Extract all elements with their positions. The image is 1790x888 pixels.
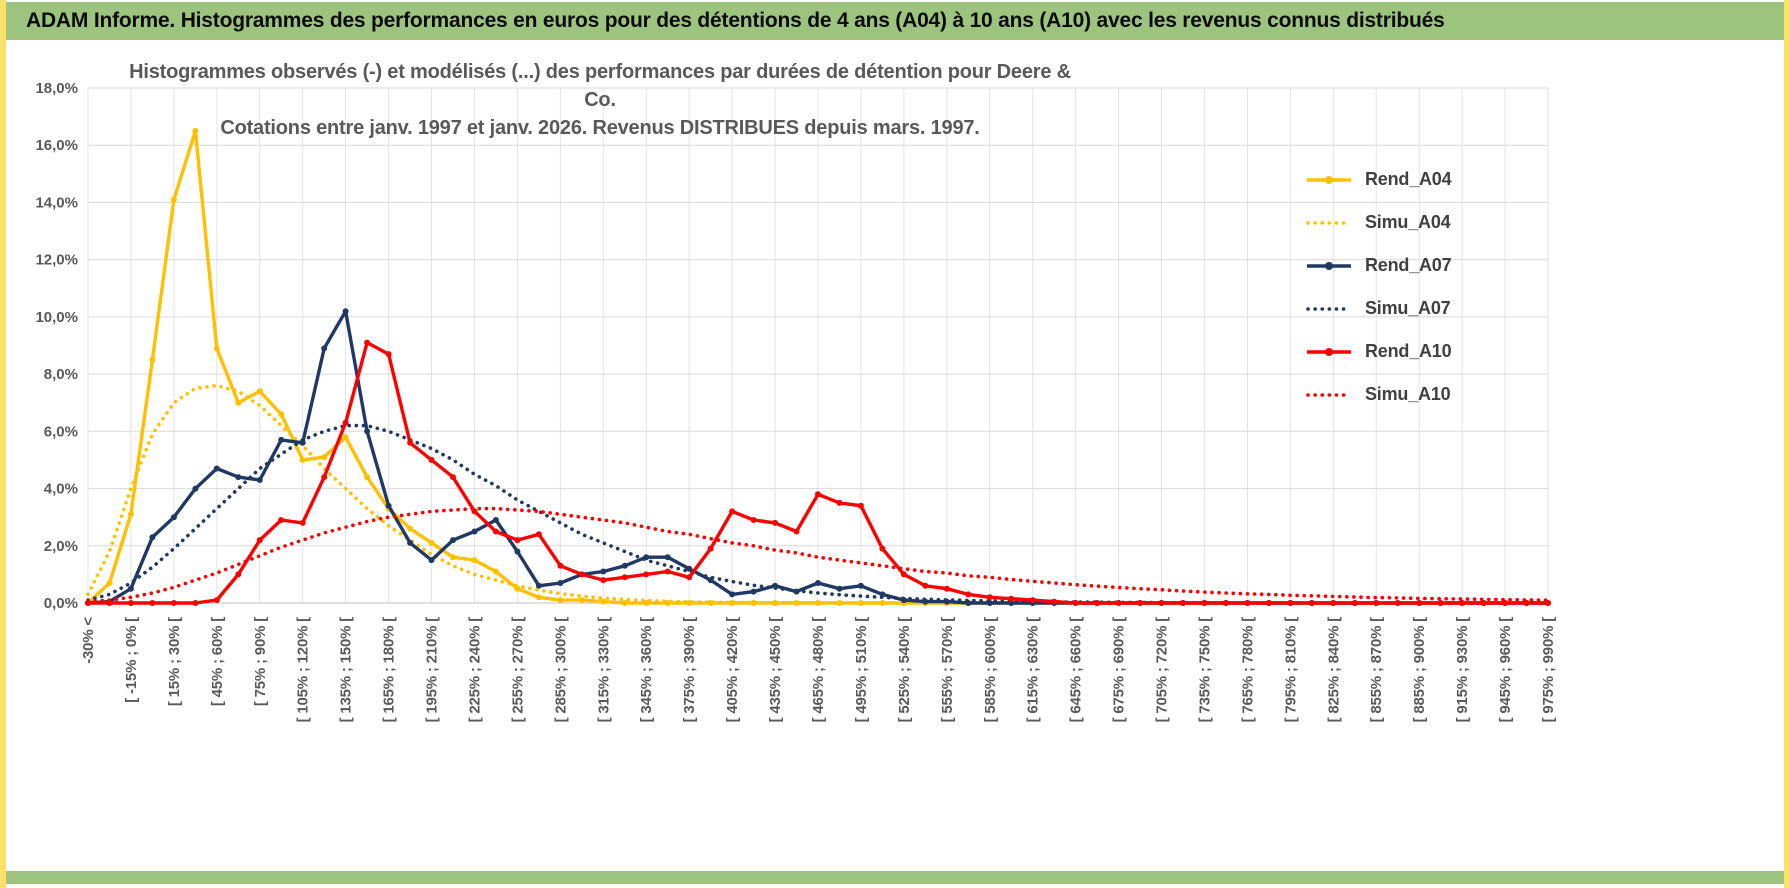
legend-label: Rend_A07: [1365, 255, 1452, 275]
x-tick-label: [ 495% ; 510% [: [853, 617, 870, 723]
y-tick-label: 2,0%: [44, 538, 78, 555]
y-tick-label: 6,0%: [44, 423, 78, 440]
y-tick-label: 14,0%: [35, 194, 78, 211]
y-tick-label: 16,0%: [35, 137, 78, 154]
legend-item-Rend_A04: Rend_A04: [1305, 158, 1452, 201]
x-tick-label: [ -15% ; 0% [: [123, 617, 140, 703]
legend-label: Rend_A10: [1365, 341, 1452, 361]
legend-line-sample: [1306, 220, 1352, 225]
chart-title-line1: Histogrammes observés (-) et modélisés (…: [129, 61, 1071, 111]
x-tick-label: [ 315% ; 330% [: [595, 617, 612, 723]
x-tick-label: -30% <: [80, 617, 97, 664]
x-tick-label: [ 945% ; 960% [: [1497, 617, 1514, 723]
x-tick-label: [ 645% ; 660% [: [1068, 617, 1085, 723]
legend-item-Simu_A07: Simu_A07: [1305, 287, 1451, 330]
x-tick-label: [ 615% ; 630% [: [1025, 617, 1042, 723]
header-bar: ADAM Informe. Histogrammes des performan…: [6, 2, 1784, 40]
x-tick-label: [ 75% ; 90% [: [252, 617, 269, 706]
legend-item-Simu_A04: Simu_A04: [1305, 201, 1451, 244]
x-tick-label: [ 135% ; 150% [: [338, 617, 355, 723]
x-tick-label: [ 225% ; 240% [: [467, 617, 484, 723]
footer-bar: [6, 871, 1784, 884]
chart-title-line2: Cotations entre janv. 1997 et janv. 2026…: [220, 117, 980, 139]
y-tick-label: 8,0%: [44, 366, 78, 383]
x-tick-label: [ 165% ; 180% [: [381, 617, 398, 723]
x-tick-label: [ 255% ; 270% [: [509, 617, 526, 723]
series-Simu_A10: [86, 506, 1550, 604]
y-tick-label: 12,0%: [35, 252, 78, 269]
legend-line-sample: [1307, 347, 1351, 356]
chart-title: Histogrammes observés (-) et modélisés (…: [120, 58, 1080, 142]
y-tick-label: 0,0%: [44, 595, 78, 612]
x-tick-label: [ 735% ; 750% [: [1197, 617, 1214, 723]
legend-label: Rend_A04: [1365, 169, 1452, 189]
chart-plot: 0,0% 2,0% 4,0% 6,0% 8,0% 10,0% 12,0% 14,0% 16,0%…: [35, 80, 1557, 723]
legend-line-sample: [1306, 306, 1352, 311]
x-tick-label: [ 285% ; 300% [: [552, 617, 569, 723]
x-tick-label: [ 825% ; 840% [: [1325, 617, 1342, 723]
legend-line-sample: [1307, 175, 1351, 184]
x-tick-label: [ 105% ; 120% [: [295, 617, 312, 723]
x-tick-label: [ 465% ; 480% [: [810, 617, 827, 723]
x-tick-label: [ 675% ; 690% [: [1111, 617, 1128, 723]
x-tick-label: [ 345% ; 360% [: [638, 617, 655, 723]
legend: Rend_A04 Simu_A04 Rend_A07 Simu_A07 Rend_A10…: [1305, 158, 1452, 416]
x-tick-label: [ 705% ; 720% [: [1154, 617, 1171, 723]
x-tick-label: [ 855% ; 870% [: [1368, 617, 1385, 723]
x-tick-label: [ 555% ; 570% [: [939, 617, 956, 723]
x-tick-label: [ 405% ; 420% [: [724, 617, 741, 723]
x-tick-label: [ 795% ; 810% [: [1282, 617, 1299, 723]
header-title: ADAM Informe. Histogrammes des performan…: [26, 9, 1445, 32]
legend-item-Rend_A07: Rend_A07: [1305, 244, 1452, 287]
y-tick-label: 10,0%: [35, 309, 78, 326]
x-tick-label: [ 915% ; 930% [: [1454, 617, 1471, 723]
x-tick-label: [ 765% ; 780% [: [1239, 617, 1256, 723]
x-tick-label: [ 15% ; 30% [: [166, 617, 183, 706]
legend-item-Simu_A10: Simu_A10: [1305, 373, 1451, 416]
legend-line-sample: [1307, 261, 1351, 270]
x-tick-label: [ 525% ; 540% [: [896, 617, 913, 723]
series-Simu_A07: [86, 423, 1550, 605]
right-border-strip: [1784, 0, 1790, 888]
x-tick-label: [ 435% ; 450% [: [767, 617, 784, 723]
legend-item-Rend_A10: Rend_A10: [1305, 330, 1452, 373]
left-border-strip: [0, 0, 6, 888]
x-tick-label: [ 195% ; 210% [: [424, 617, 441, 723]
legend-label: Simu_A10: [1365, 384, 1451, 404]
y-tick-label: 18,0%: [35, 80, 78, 97]
legend-line-sample: [1306, 392, 1352, 397]
chart-area: Histogrammes observés (-) et modélisés (…: [0, 40, 1790, 874]
x-tick-label: [ 585% ; 600% [: [982, 617, 999, 723]
x-tick-label: [ 45% ; 60% [: [209, 617, 226, 706]
x-tick-label: [ 975% ; 990% [: [1540, 617, 1557, 723]
y-tick-label: 4,0%: [44, 481, 78, 498]
x-tick-label: [ 885% ; 900% [: [1411, 617, 1428, 723]
legend-label: Simu_A04: [1365, 212, 1451, 232]
x-tick-label: [ 375% ; 390% [: [681, 617, 698, 723]
legend-label: Simu_A07: [1365, 298, 1451, 318]
